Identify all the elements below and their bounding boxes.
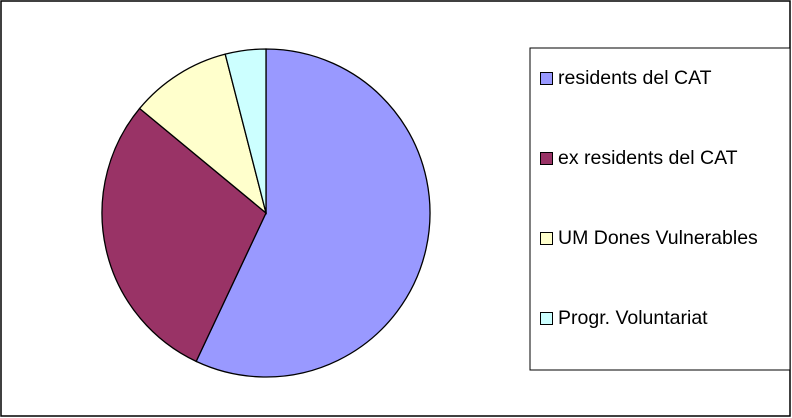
pie-slice (138, 53, 268, 215)
pie-slice (101, 107, 267, 363)
legend-swatch (540, 72, 553, 85)
pie-slice (224, 48, 267, 214)
legend-label: Progr. Voluntariat (558, 307, 708, 329)
legend-swatch (540, 232, 553, 245)
legend-swatch (540, 152, 553, 165)
legend-swatch (540, 312, 553, 325)
pie-slice (195, 48, 431, 378)
legend-label: UM Dones Vulnerables (558, 227, 758, 249)
legend-label: residents del CAT (558, 67, 712, 89)
legend-label: ex residents del CAT (558, 147, 738, 169)
legend-box (529, 47, 791, 371)
